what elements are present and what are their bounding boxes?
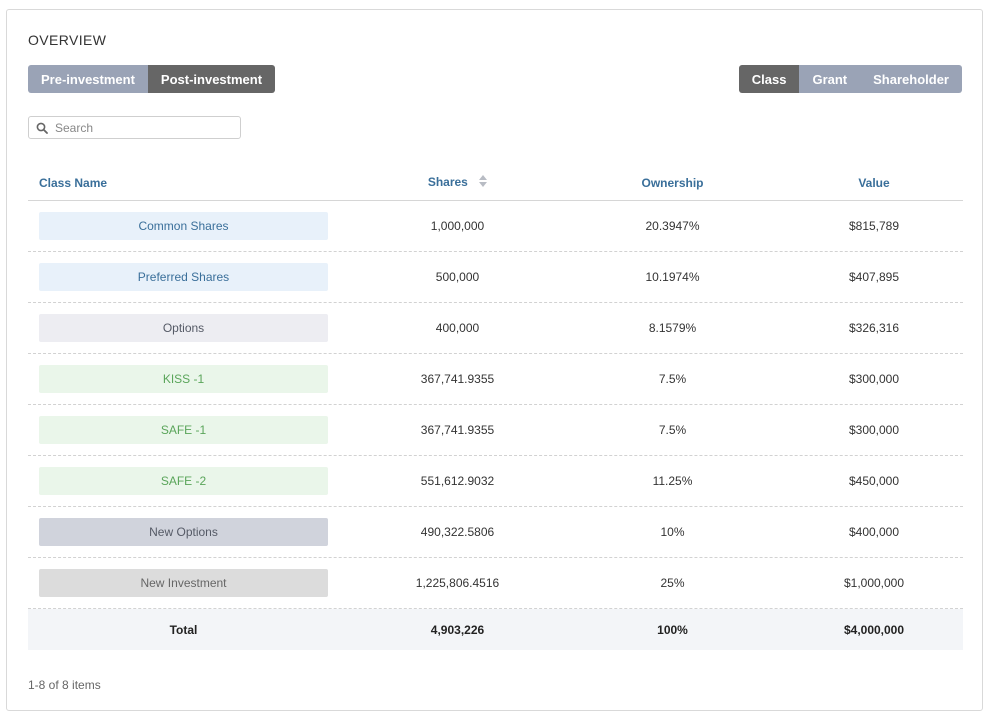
shares-cell: 1,225,806.4516 (415, 576, 500, 590)
grant-button[interactable]: Grant (799, 65, 861, 93)
class-name-pill[interactable]: Preferred Shares (39, 263, 328, 291)
class-button[interactable]: Class (738, 65, 800, 93)
post-investment-button[interactable]: Post-investment (147, 65, 276, 93)
search-icon (29, 122, 55, 134)
class-name-pill[interactable]: KISS -1 (39, 365, 328, 393)
total-row: Total 4,903,226 100% $4,000,000 (28, 609, 963, 650)
table-row: New Options 490,322.5806 10% $400,000 (28, 507, 963, 558)
total-value: $4,000,000 (843, 622, 905, 637)
value-cell: $407,895 (848, 270, 900, 284)
ownership-cell: 20.3947% (645, 219, 700, 233)
search-input[interactable] (55, 120, 225, 135)
value-cell: $400,000 (848, 525, 900, 539)
group-by-toggle: Class Grant Shareholder (738, 65, 962, 93)
header-ownership: Ownership (641, 175, 704, 190)
overview-card: OVERVIEW Pre-investment Post-investment … (6, 9, 983, 711)
class-cell: Preferred Shares (28, 263, 355, 291)
header-shares-label: Shares (427, 174, 468, 189)
class-cell: SAFE -2 (28, 467, 355, 495)
class-name-pill[interactable]: New Investment (39, 569, 328, 597)
ownership-cell: 10.1974% (645, 270, 700, 284)
investment-view-toggle: Pre-investment Post-investment (28, 65, 276, 93)
table-row: Common Shares 1,000,000 20.3947% $815,789 (28, 201, 963, 252)
shares-cell: 367,741.9355 (420, 423, 495, 437)
overview-title: OVERVIEW (28, 32, 107, 48)
total-ownership: 100% (657, 622, 688, 637)
ownership-cell: 7.5% (658, 423, 687, 437)
sort-icon[interactable] (479, 175, 488, 190)
ownership-cell: 8.1579% (648, 321, 697, 335)
class-name-pill[interactable]: SAFE -1 (39, 416, 328, 444)
pagination-info: 1-8 of 8 items (28, 678, 101, 692)
header-shares[interactable]: Shares (355, 175, 560, 190)
value-cell: $815,789 (848, 219, 900, 233)
table-row: SAFE -2 551,612.9032 11.25% $450,000 (28, 456, 963, 507)
table-row: Options 400,000 8.1579% $326,316 (28, 303, 963, 354)
shares-cell: 1,000,000 (430, 219, 485, 233)
ownership-cell: 10% (660, 525, 685, 539)
ownership-cell: 11.25% (652, 474, 693, 488)
table-body: Common Shares 1,000,000 20.3947% $815,789 Pr… (28, 201, 963, 609)
table-row: Preferred Shares 500,000 10.1974% $407,895 (28, 252, 963, 303)
class-name-pill[interactable]: Options (39, 314, 328, 342)
total-label: Total (169, 622, 198, 637)
shares-cell: 551,612.9032 (420, 474, 495, 488)
shares-cell: 500,000 (435, 270, 480, 284)
table-row: SAFE -1 367,741.9355 7.5% $300,000 (28, 405, 963, 456)
value-cell: $326,316 (848, 321, 900, 335)
value-cell: $450,000 (848, 474, 900, 488)
header-value: Value (858, 175, 890, 190)
shares-cell: 400,000 (435, 321, 480, 335)
class-table: Class Name Shares Ownership Value Common… (28, 165, 963, 650)
total-shares: 4,903,226 (430, 622, 485, 637)
class-cell: SAFE -1 (28, 416, 355, 444)
table-row: KISS -1 367,741.9355 7.5% $300,000 (28, 354, 963, 405)
class-name-pill[interactable]: Common Shares (39, 212, 328, 240)
class-cell: KISS -1 (28, 365, 355, 393)
table-row: New Investment 1,225,806.4516 25% $1,000,00… (28, 558, 963, 609)
ownership-cell: 7.5% (658, 372, 687, 386)
class-cell: Options (28, 314, 355, 342)
table-header: Class Name Shares Ownership Value (28, 165, 963, 201)
value-cell: $300,000 (848, 372, 900, 386)
value-cell: $300,000 (848, 423, 900, 437)
shares-cell: 367,741.9355 (420, 372, 495, 386)
header-class-name: Class Name (39, 175, 108, 190)
pre-investment-button[interactable]: Pre-investment (28, 65, 148, 93)
class-cell: Common Shares (28, 212, 355, 240)
ownership-cell: 25% (660, 576, 685, 590)
shares-cell: 490,322.5806 (420, 525, 495, 539)
search-box (28, 116, 241, 139)
value-cell: $1,000,000 (843, 576, 905, 590)
class-name-pill[interactable]: New Options (39, 518, 328, 546)
class-cell: New Investment (28, 569, 355, 597)
class-cell: New Options (28, 518, 355, 546)
shareholder-button[interactable]: Shareholder (860, 65, 962, 93)
class-name-pill[interactable]: SAFE -2 (39, 467, 328, 495)
